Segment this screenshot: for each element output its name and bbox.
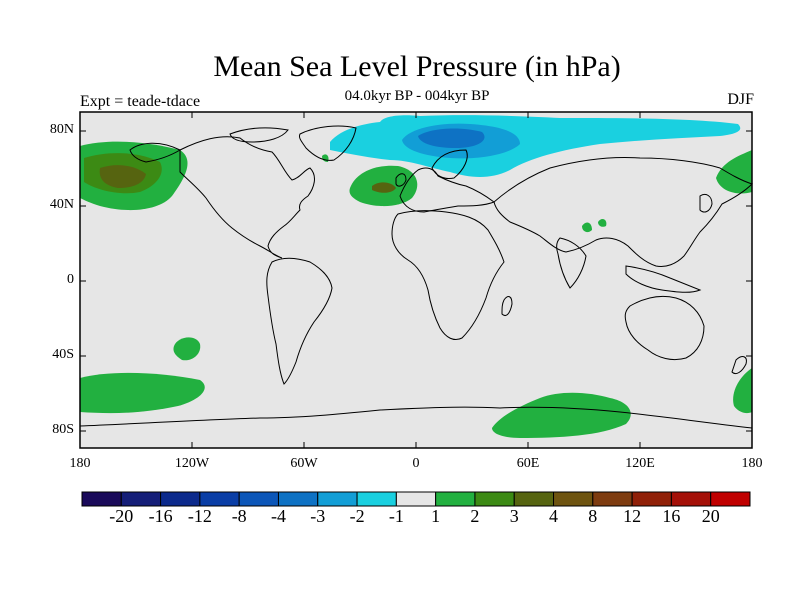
- anomaly-south-indian: [492, 392, 631, 438]
- coast-scandinavia: [431, 149, 468, 179]
- colorbar-label: -1: [388, 506, 404, 526]
- coast-greenland: [299, 125, 357, 161]
- colorbar-swatch: [513, 491, 555, 507]
- colorbar-swatch: [199, 491, 240, 507]
- coast-europe: [399, 167, 496, 213]
- lon-label-180w: 180: [69, 456, 91, 471]
- coast-arctic-islands: [229, 127, 289, 143]
- coast-africa: [391, 210, 505, 341]
- colorbar-swatch: [435, 491, 476, 507]
- colorbar-label: -8: [231, 506, 247, 526]
- lat-label-40s: 40S: [52, 347, 74, 362]
- colorbar-label: -12: [187, 506, 212, 526]
- lon-label-120w: 120W: [174, 456, 210, 471]
- colorbar-label: -2: [349, 506, 365, 526]
- anomaly-north-pacific-peak: [99, 165, 146, 188]
- colorbar-swatch: [553, 491, 594, 507]
- coast-south-america: [266, 257, 333, 385]
- coast-australia: [624, 295, 705, 361]
- anomaly-north-atlantic-core: [372, 182, 396, 193]
- lon-label-180e: 180: [741, 456, 763, 471]
- map-subtitle: 04.0kyr BP - 004kyr BP: [344, 88, 490, 104]
- colorbar-label: 16: [662, 506, 681, 526]
- coastlines: [79, 125, 753, 429]
- lon-label-60e: 60E: [516, 456, 540, 471]
- colorbar-swatch: [238, 491, 279, 507]
- axis-ticks: [80, 112, 752, 448]
- colorbar-swatch: [81, 491, 122, 507]
- anomaly-east-pacific: [716, 150, 752, 194]
- colorbar-swatch: [474, 491, 515, 507]
- lat-label-40n: 40N: [49, 197, 74, 212]
- colorbar-swatch: [395, 491, 437, 507]
- coast-asia: [493, 157, 753, 267]
- colorbar-swatch: [120, 491, 162, 507]
- colorbar-label: 12: [623, 506, 642, 526]
- colorbar-label: -16: [148, 506, 173, 526]
- anomaly-arctic-peak: [418, 128, 485, 148]
- colorbar-swatch: [356, 491, 397, 507]
- lat-label-0: 0: [67, 272, 74, 287]
- colorbar-label: 2: [470, 506, 480, 526]
- coast-alaska: [129, 142, 182, 163]
- lat-label-80s: 80S: [52, 422, 74, 437]
- coast-uk: [395, 173, 407, 187]
- colorbar-label: 3: [509, 506, 519, 526]
- colorbar-label: -3: [310, 506, 326, 526]
- lon-label-0: 0: [412, 456, 420, 471]
- coast-madagascar: [501, 296, 513, 317]
- colorbar-swatch: [710, 491, 751, 507]
- colorbar-swatch: [670, 491, 712, 507]
- colorbar-swatch: [592, 491, 633, 507]
- colorbar-label: 1: [431, 506, 441, 526]
- colorbar: [81, 491, 751, 507]
- colorbar-swatch: [317, 491, 358, 507]
- coast-japan: [699, 193, 713, 213]
- colorbar-label: -20: [109, 506, 134, 526]
- colorbar-label: 4: [549, 506, 558, 526]
- anomaly-south-west-pacific: [733, 368, 752, 414]
- anomaly-fields: [80, 115, 752, 438]
- anomaly-speck-asia1: [582, 222, 592, 233]
- colorbar-label: 8: [588, 506, 598, 526]
- coast-antarctica: [79, 406, 753, 429]
- coast-se-asia-islands: [625, 265, 702, 293]
- coast-new-zealand: [731, 356, 747, 375]
- lon-label-60w: 60W: [290, 456, 318, 471]
- anomaly-south-pacific: [80, 372, 205, 414]
- anomaly-south-pacific-small: [173, 337, 201, 361]
- colorbar-label: -4: [271, 506, 286, 526]
- anomaly-speck-asia2: [598, 219, 607, 227]
- map-title: Mean Sea Level Pressure (in hPa): [213, 50, 621, 83]
- colorbar-label: 20: [701, 506, 720, 526]
- experiment-label: Expt = teade-tdace: [80, 93, 201, 110]
- coast-india: [556, 237, 587, 289]
- colorbar-swatch: [631, 491, 672, 507]
- season-label: DJF: [727, 91, 754, 108]
- coast-north-america: [179, 136, 315, 259]
- colorbar-swatch: [160, 491, 201, 507]
- colorbar-swatch: [277, 491, 319, 507]
- lat-label-80n: 80N: [49, 122, 74, 137]
- lon-label-120e: 120E: [625, 456, 655, 471]
